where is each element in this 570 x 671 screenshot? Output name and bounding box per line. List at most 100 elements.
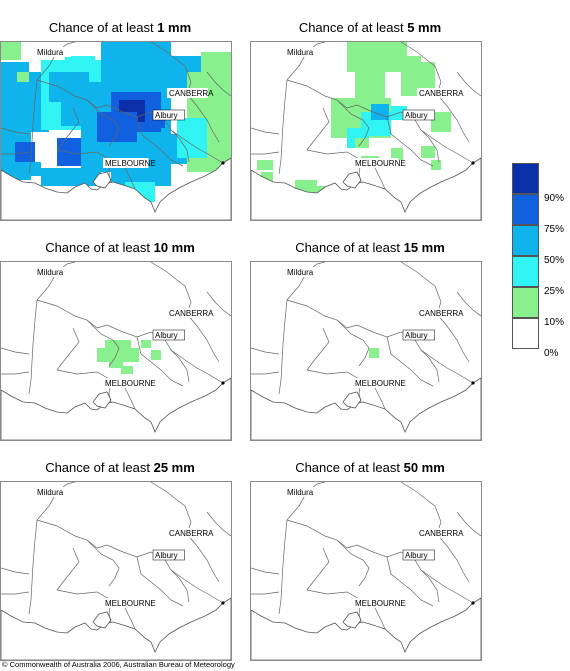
panel-title: Chance of at least 50 mm: [295, 460, 445, 475]
legend-label-75: 75%: [544, 224, 565, 235]
rain-probability-map: Mildura CANBERRA Albury MELBOURNE: [250, 261, 482, 441]
panel-title: Chance of at least 5 mm: [298, 20, 442, 35]
city-label-melbourne: MELBOURNE: [355, 379, 406, 388]
city-label-albury: Albury: [155, 331, 178, 340]
copyright-notice: © Commonwealth of Australia 2006, Austra…: [2, 660, 235, 669]
district-border: [28, 299, 38, 395]
district-border: [186, 93, 220, 143]
legend-swatch-25: [512, 256, 539, 287]
district-border: [400, 262, 442, 315]
probability-cell: [17, 72, 29, 82]
district-border: [186, 313, 220, 363]
district-border: [251, 151, 280, 155]
district-border: [1, 371, 30, 375]
rain-probability-map: Mildura CANBERRA Albury MELBOURNE: [0, 481, 232, 661]
legend-label-25: 25%: [544, 286, 565, 297]
location-marker: [471, 601, 475, 605]
city-label-bg: [353, 598, 399, 608]
district-border: [251, 371, 280, 375]
city-label-mildura: Mildura: [37, 48, 64, 57]
probability-cell: [347, 42, 407, 72]
city-label-bg: [285, 47, 322, 57]
port-phillip-bay: [92, 171, 112, 189]
district-border: [306, 547, 330, 591]
probability-cell: [65, 56, 95, 72]
district-border: [86, 319, 120, 367]
legend-swatch-50: [512, 225, 539, 256]
city-label-bg: [402, 109, 435, 121]
city-label-canberra: CANBERRA: [419, 309, 464, 318]
rain-probability-map: Mildura CANBERRA Albury MELBOURNE: [250, 481, 482, 661]
probability-cell: [311, 186, 325, 196]
city-label-bg: [152, 549, 185, 561]
district-border: [400, 482, 442, 535]
legend-label-10: 10%: [544, 317, 565, 328]
probability-legend: 90% 75% 50% 25% 10% 0%: [512, 163, 570, 363]
district-border: [28, 519, 38, 615]
district-border: [136, 116, 184, 167]
rain-probability-map: Mildura CANBERRA Albury MELBOURNE: [0, 41, 232, 221]
legend-swatch-75: [512, 194, 539, 225]
city-label-bg: [152, 329, 185, 341]
city-label-mildura: Mildura: [287, 48, 314, 57]
location-marker: [221, 601, 225, 605]
city-label-bg: [35, 267, 72, 277]
city-label-bg: [402, 329, 435, 341]
city-label-canberra: CANBERRA: [419, 529, 464, 538]
probability-cell: [41, 168, 101, 186]
district-border: [186, 533, 220, 583]
city-label-melbourne: MELBOURNE: [105, 379, 156, 388]
district-border: [306, 107, 330, 151]
city-label-bg: [417, 88, 458, 98]
probability-cell: [355, 72, 385, 102]
probability-cell: [105, 340, 131, 350]
district-border: [251, 347, 280, 355]
location-marker: [471, 381, 475, 385]
probability-cell: [1, 162, 41, 176]
district-border: [124, 607, 136, 630]
probability-cells: [369, 348, 379, 358]
probability-cell: [97, 348, 139, 362]
port-phillip-bay: [92, 391, 112, 409]
district-border: [278, 299, 288, 395]
district-border: [456, 291, 481, 317]
probability-cell: [431, 160, 441, 170]
port-phillip-bay: [92, 611, 112, 629]
probability-cell: [141, 340, 151, 348]
probability-cells: [1, 42, 231, 202]
district-border: [206, 291, 231, 317]
panel-title: Chance of at least 1 mm: [48, 20, 192, 35]
district-border: [336, 99, 370, 147]
rain-probability-map: Mildura CANBERRA Albury MELBOURNE: [0, 261, 232, 441]
probability-cell: [57, 138, 81, 166]
district-border: [1, 591, 30, 595]
city-label-bg: [417, 308, 458, 318]
district-border: [1, 347, 30, 355]
district-border: [56, 107, 80, 151]
city-label-mildura: Mildura: [37, 488, 64, 497]
district-border: [306, 327, 330, 371]
district-border: [170, 569, 190, 603]
probability-cell: [257, 160, 273, 170]
district-border: [456, 511, 481, 537]
port-phillip-bay: [342, 171, 362, 189]
district-border: [456, 71, 481, 97]
probability-cell: [261, 172, 273, 182]
city-label-bg: [285, 487, 322, 497]
city-label-bg: [167, 308, 208, 318]
district-border: [206, 511, 231, 537]
probability-cells: [97, 340, 161, 374]
panel-title: Chance of at least 15 mm: [295, 240, 445, 255]
city-label-mildura: Mildura: [37, 268, 64, 277]
district-border: [56, 547, 80, 591]
district-border: [436, 313, 470, 363]
legend-label-50: 50%: [544, 255, 565, 266]
probability-cell: [15, 142, 35, 162]
probability-cell: [177, 118, 207, 158]
district-border: [28, 79, 38, 175]
legend-label-90: 90%: [544, 193, 565, 204]
city-label-albury: Albury: [405, 111, 428, 120]
district-border: [420, 349, 440, 383]
probability-cell: [369, 348, 379, 358]
city-label-canberra: CANBERRA: [419, 89, 464, 98]
